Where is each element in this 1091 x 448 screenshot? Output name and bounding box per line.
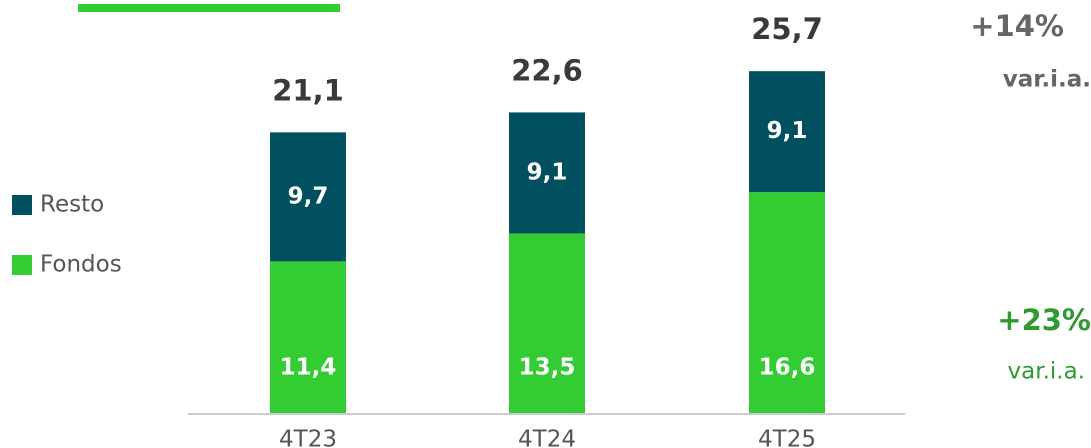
segment-label: 13,5 [519, 355, 576, 381]
total-label: 22,6 [511, 53, 583, 87]
x-tick-label: 4T23 [279, 427, 337, 448]
x-tick-label: 4T25 [758, 427, 816, 448]
bar-segment [509, 112, 585, 234]
bar-segment [270, 132, 346, 262]
bar-segment [749, 71, 825, 193]
bar-segment [509, 233, 585, 413]
segment-label: 9,7 [288, 183, 329, 209]
annotation: +14% [970, 9, 1064, 43]
legend-label: Fondos [40, 252, 122, 278]
legend-label: Resto [40, 192, 104, 218]
segment-label: 9,1 [767, 118, 808, 144]
bar-segment [749, 192, 825, 413]
total-label: 25,7 [751, 12, 823, 46]
bar-segment [270, 261, 346, 413]
accent-bar [78, 4, 340, 12]
legend-swatch [12, 195, 32, 215]
x-tick-label: 4T24 [518, 427, 576, 448]
segment-label: 9,1 [527, 159, 568, 185]
annotation-subtext: var.i.a. [1008, 359, 1085, 385]
total-label: 21,1 [272, 73, 344, 107]
segment-label: 16,6 [759, 355, 816, 381]
annotation: +23% [997, 303, 1091, 337]
segment-label: 11,4 [280, 355, 337, 381]
legend-swatch [12, 255, 32, 275]
annotation-subtext: var.i.a. [1003, 67, 1091, 93]
